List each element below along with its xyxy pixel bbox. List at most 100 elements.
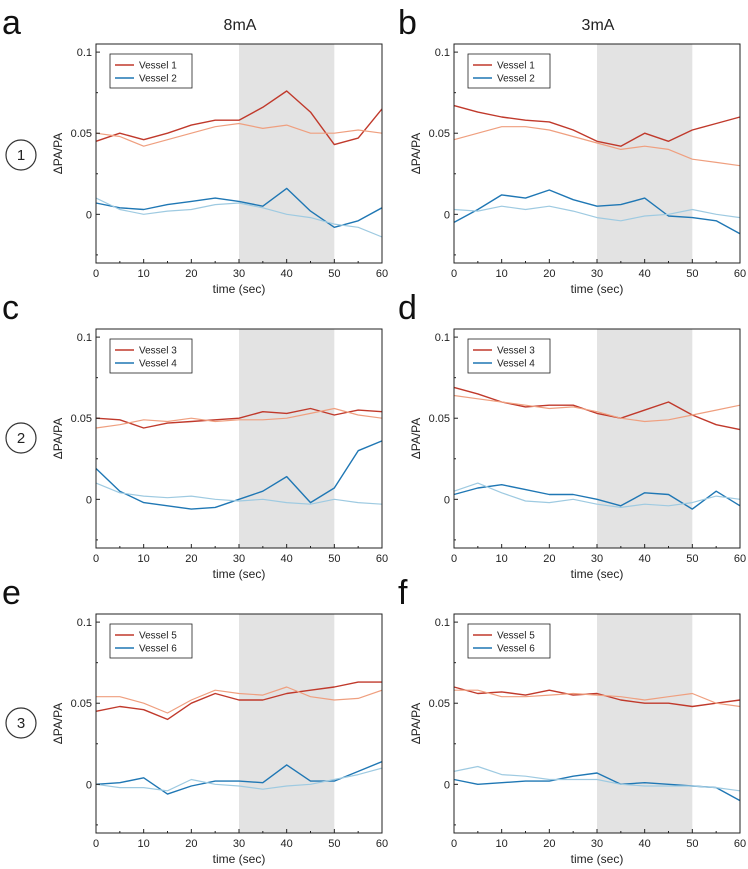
x-tick-label: 20: [185, 553, 197, 565]
x-tick-label: 30: [591, 268, 603, 280]
series-line-2: [96, 686, 383, 714]
legend-label: Vessel 3: [497, 346, 535, 357]
x-axis-label: time (sec): [213, 567, 266, 581]
legend-box: [467, 623, 551, 659]
x-tick-label: 40: [281, 838, 293, 850]
legend-label: Vessel 1: [497, 61, 535, 72]
y-tick-label: 0.1: [77, 617, 92, 629]
panel-letter-d: d: [398, 289, 417, 327]
row-label-2: 2: [5, 422, 37, 454]
x-tick-label: 0: [93, 553, 99, 565]
chart-panel-f: 0 10 20 30 40 50 60 0 0.05 0.1 time (sec) ΔPA/PA Ves…: [409, 613, 746, 866]
y-axis-label: ΔPA/PA: [409, 418, 423, 460]
chart-panel-d: 0 10 20 30 40 50 60 0 0.05 0.1 time (sec) ΔPA/PA Ves…: [409, 328, 746, 581]
series-line-4: [453, 765, 741, 792]
series-line-3: [453, 484, 741, 510]
x-tick-label: 30: [591, 838, 603, 850]
y-axis-label: ΔPA/PA: [409, 703, 423, 745]
chart-panel-a: 0 10 20 30 40 50 60 0 0.05 0.1 time (sec) ΔPA/PA Ves…: [51, 43, 388, 296]
chart-panel-e: 0 10 20 30 40 50 60 0 0.05 0.1 time (sec) ΔPA/PA Ves…: [51, 613, 388, 866]
series-line-3: [95, 440, 383, 510]
x-tick-label: 0: [451, 838, 457, 850]
legend-label: Vessel 6: [139, 644, 177, 655]
x-tick-label: 60: [376, 553, 388, 565]
stim-window-shade: [239, 614, 335, 833]
y-tick-label: 0: [444, 209, 450, 221]
x-tick-label: 30: [233, 553, 245, 565]
x-tick-label: 10: [138, 553, 150, 565]
x-tick-label: 10: [138, 838, 150, 850]
chart-panel-c: 0 10 20 30 40 50 60 0 0.05 0.1 time (sec) ΔPA/PA Ves…: [51, 328, 388, 581]
x-tick-label: 0: [451, 268, 457, 280]
series-line-3: [453, 189, 741, 235]
x-tick-label: 50: [686, 838, 698, 850]
stim-window-shade: [597, 329, 693, 548]
x-axis-label: time (sec): [213, 852, 266, 866]
x-tick-label: 20: [185, 838, 197, 850]
legend-box: [467, 53, 551, 89]
x-axis-label: time (sec): [571, 282, 624, 296]
y-tick-label: 0: [86, 494, 92, 506]
panel-letter-e: e: [2, 574, 21, 612]
legend-label: Vessel 3: [139, 346, 177, 357]
legend-label: Vessel 1: [139, 61, 177, 72]
y-tick-label: 0.05: [429, 413, 450, 425]
legend-box: [467, 338, 551, 374]
y-axis-label: ΔPA/PA: [51, 703, 65, 745]
stim-window-shade: [597, 614, 693, 833]
legend-label: Vessel 5: [139, 631, 177, 642]
row-label-3: 3: [5, 707, 37, 739]
y-tick-label: 0.1: [77, 47, 92, 59]
series-line-1: [453, 104, 741, 147]
series-line-1: [453, 686, 741, 708]
y-tick-label: 0: [444, 779, 450, 791]
y-axis-label: ΔPA/PA: [51, 133, 65, 175]
x-tick-label: 40: [639, 553, 651, 565]
x-tick-label: 0: [93, 268, 99, 280]
x-tick-label: 10: [496, 268, 508, 280]
column-title-8ma: 8mA: [224, 17, 257, 34]
x-tick-label: 30: [591, 553, 603, 565]
y-tick-label: 0.05: [429, 698, 450, 710]
x-tick-label: 20: [543, 838, 555, 850]
y-tick-label: 0: [444, 494, 450, 506]
y-tick-label: 0: [86, 779, 92, 791]
x-tick-label: 20: [543, 553, 555, 565]
stim-window-shade: [597, 44, 693, 263]
series-line-4: [95, 482, 383, 505]
y-tick-label: 0.1: [77, 332, 92, 344]
series-line-1: [95, 90, 383, 146]
legend-label: Vessel 4: [139, 359, 177, 370]
chart-panel-b: 0 10 20 30 40 50 60 0 0.05 0.1 time (sec) ΔPA/PA Ves…: [409, 43, 746, 296]
y-axis-label: ΔPA/PA: [51, 418, 65, 460]
stim-window-shade: [239, 44, 335, 263]
panel-letter-c: c: [2, 289, 19, 327]
x-tick-label: 0: [451, 553, 457, 565]
y-tick-label: 0.1: [435, 332, 450, 344]
x-tick-label: 30: [233, 838, 245, 850]
series-line-1: [95, 681, 382, 721]
legend-label: Vessel 5: [497, 631, 535, 642]
legend-box: [109, 53, 193, 89]
y-tick-label: 0.05: [71, 413, 92, 425]
row-label-1-text: 1: [17, 147, 25, 164]
series-line-4: [95, 767, 383, 792]
x-tick-label: 50: [328, 838, 340, 850]
x-tick-label: 60: [734, 553, 746, 565]
x-tick-label: 20: [543, 268, 555, 280]
x-tick-label: 60: [734, 838, 746, 850]
legend-label: Vessel 2: [497, 74, 535, 85]
legend-box: [109, 623, 193, 659]
legend-label: Vessel 6: [497, 644, 535, 655]
chart-panels: 0 10 20 30 40 50 60 0 0.05 0.1 time (sec) ΔPA/PA Ves…: [51, 43, 746, 866]
x-tick-label: 10: [138, 268, 150, 280]
y-tick-label: 0: [86, 209, 92, 221]
legend-box: [109, 338, 193, 374]
legend-label: Vessel 4: [497, 359, 535, 370]
x-tick-label: 50: [328, 553, 340, 565]
row-label-2-text: 2: [17, 430, 25, 447]
x-axis-label: time (sec): [213, 282, 266, 296]
y-tick-label: 0.05: [71, 128, 92, 140]
series-line-2: [95, 407, 383, 429]
